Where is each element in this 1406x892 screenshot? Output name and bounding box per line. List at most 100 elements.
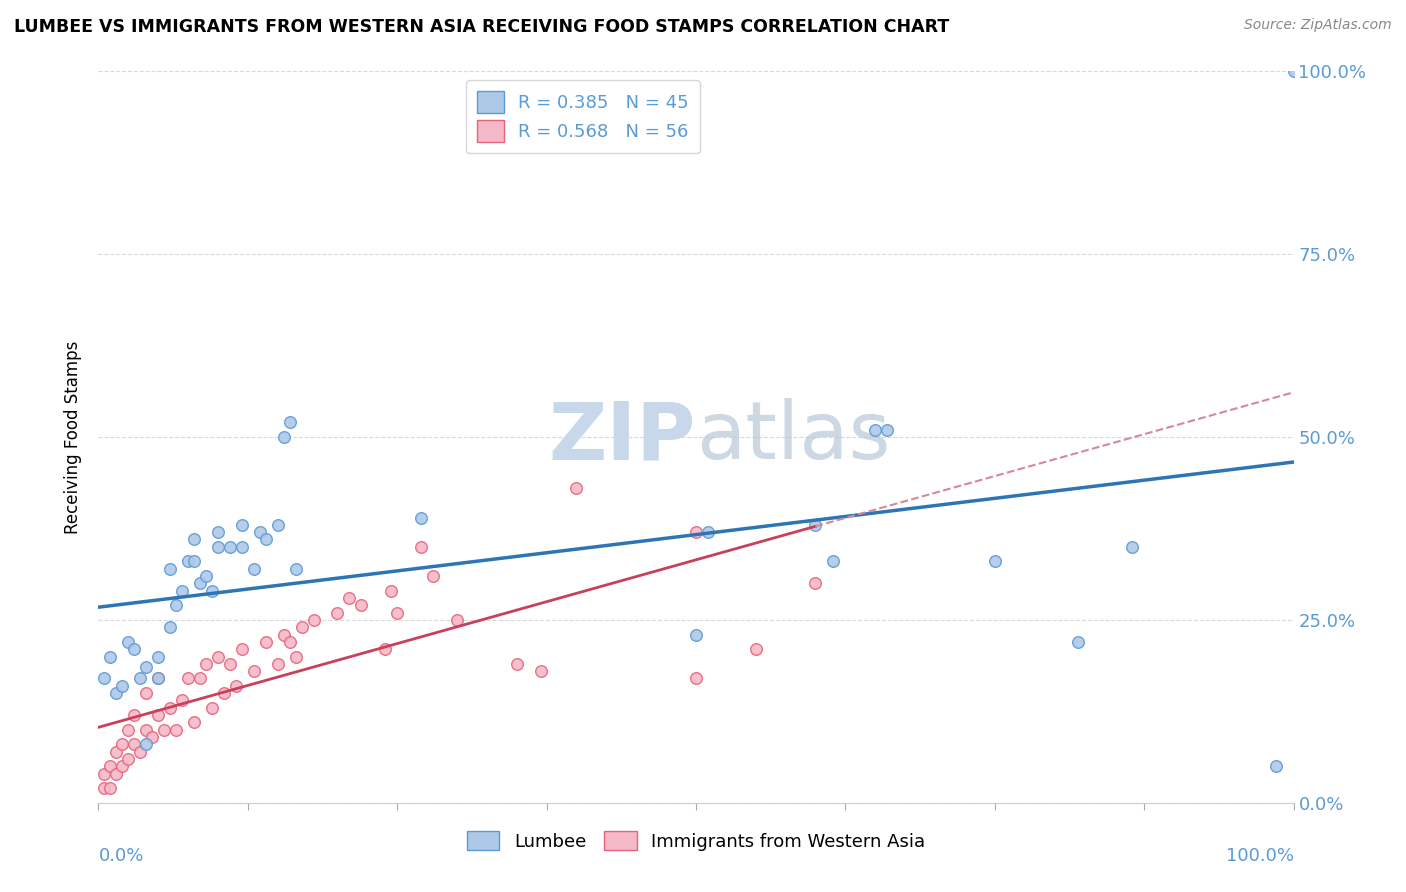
Point xyxy=(117,752,139,766)
Point xyxy=(212,686,235,700)
Point xyxy=(148,708,170,723)
Point xyxy=(117,723,139,737)
Point xyxy=(183,533,205,547)
Point xyxy=(148,649,170,664)
Point xyxy=(219,657,242,671)
Point xyxy=(188,576,211,591)
Point xyxy=(565,481,588,495)
Point xyxy=(350,599,373,613)
Point xyxy=(165,599,187,613)
Point xyxy=(291,620,314,634)
Point xyxy=(201,583,224,598)
Text: Source: ZipAtlas.com: Source: ZipAtlas.com xyxy=(1244,18,1392,32)
Point xyxy=(865,423,887,437)
Point xyxy=(804,576,827,591)
Point xyxy=(243,664,266,678)
Point xyxy=(148,672,170,686)
Point xyxy=(302,613,325,627)
Point xyxy=(267,517,290,532)
Point xyxy=(685,672,707,686)
Point xyxy=(195,569,218,583)
Point xyxy=(98,649,122,664)
Point xyxy=(207,525,229,540)
Point xyxy=(172,693,194,707)
Point xyxy=(124,642,146,657)
Point xyxy=(243,562,266,576)
Point xyxy=(1264,759,1286,773)
Point xyxy=(267,657,290,671)
Point xyxy=(1282,64,1305,78)
Point xyxy=(697,525,720,540)
Point xyxy=(385,606,409,620)
Point xyxy=(159,620,181,634)
Point xyxy=(183,554,205,568)
Point xyxy=(207,540,229,554)
Point xyxy=(284,649,307,664)
Point xyxy=(124,708,146,723)
Point xyxy=(93,781,115,796)
Point xyxy=(172,583,194,598)
Point xyxy=(380,583,402,598)
Point xyxy=(231,517,253,532)
Point xyxy=(273,430,295,444)
Text: 100.0%: 100.0% xyxy=(1226,847,1294,864)
Point xyxy=(1067,635,1090,649)
Point xyxy=(165,723,187,737)
Point xyxy=(111,737,134,751)
Legend: Lumbee, Immigrants from Western Asia: Lumbee, Immigrants from Western Asia xyxy=(458,822,934,860)
Point xyxy=(219,540,242,554)
Point xyxy=(153,723,176,737)
Point xyxy=(446,613,468,627)
Point xyxy=(135,737,157,751)
Point xyxy=(98,759,122,773)
Point xyxy=(273,627,295,641)
Point xyxy=(207,649,229,664)
Point xyxy=(984,554,1007,568)
Text: ZIP: ZIP xyxy=(548,398,696,476)
Point xyxy=(183,715,205,730)
Point xyxy=(148,672,170,686)
Point xyxy=(105,686,128,700)
Point xyxy=(93,672,115,686)
Point xyxy=(254,533,277,547)
Y-axis label: Receiving Food Stamps: Receiving Food Stamps xyxy=(65,341,83,533)
Point xyxy=(141,730,163,744)
Point xyxy=(685,525,707,540)
Point xyxy=(823,554,845,568)
Point xyxy=(188,672,211,686)
Point xyxy=(124,737,146,751)
Point xyxy=(411,540,433,554)
Point xyxy=(411,510,433,524)
Point xyxy=(117,635,139,649)
Point xyxy=(284,562,307,576)
Point xyxy=(201,700,224,714)
Text: LUMBEE VS IMMIGRANTS FROM WESTERN ASIA RECEIVING FOOD STAMPS CORRELATION CHART: LUMBEE VS IMMIGRANTS FROM WESTERN ASIA R… xyxy=(14,18,949,36)
Point xyxy=(506,657,529,671)
Point xyxy=(231,540,253,554)
Point xyxy=(93,766,115,780)
Point xyxy=(374,642,396,657)
Point xyxy=(195,657,218,671)
Point xyxy=(177,554,200,568)
Point xyxy=(129,745,152,759)
Point xyxy=(135,660,157,674)
Point xyxy=(876,423,898,437)
Point xyxy=(278,416,301,430)
Point xyxy=(98,781,122,796)
Point xyxy=(804,517,827,532)
Point xyxy=(231,642,253,657)
Point xyxy=(249,525,271,540)
Point xyxy=(159,700,181,714)
Text: atlas: atlas xyxy=(696,398,890,476)
Point xyxy=(177,672,200,686)
Point xyxy=(135,723,157,737)
Point xyxy=(225,679,247,693)
Point xyxy=(129,672,152,686)
Point xyxy=(339,591,361,605)
Point xyxy=(745,642,768,657)
Point xyxy=(111,759,134,773)
Point xyxy=(254,635,277,649)
Point xyxy=(685,627,707,641)
Point xyxy=(105,766,128,780)
Point xyxy=(326,606,349,620)
